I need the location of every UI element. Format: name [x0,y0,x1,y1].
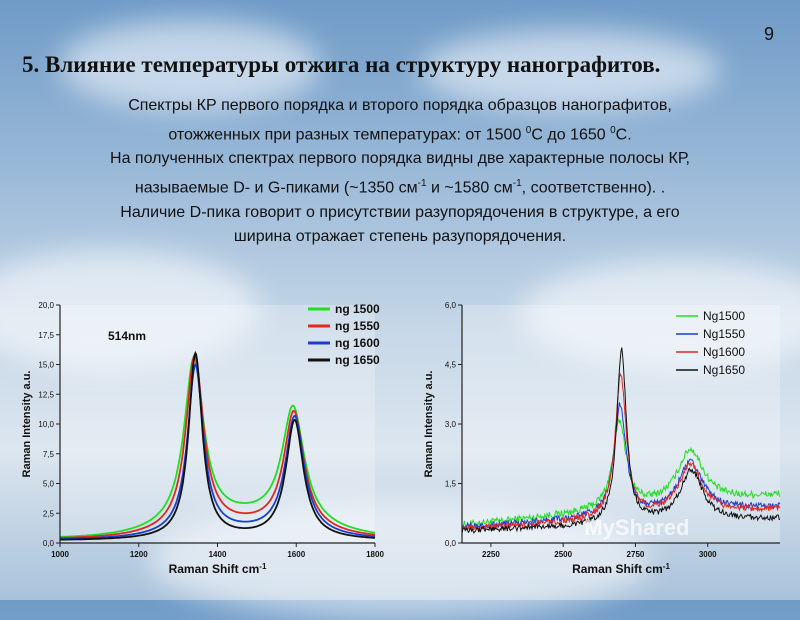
legend-label: Ng1600 [703,345,745,359]
x-tick-label: 1800 [366,550,384,559]
x-axis-label-text: Raman Shift cm [169,562,260,576]
legend-label: Ng1550 [703,327,745,341]
y-tick-label: 7,5 [43,450,55,459]
series-line-ng1500 [461,418,781,529]
series-line-ng-1650 [59,350,376,541]
text-line-5: Наличие D-пика говорит о присутствии раз… [120,203,680,221]
y-axis-label: Raman Intensity a.u. [423,371,435,478]
watermark-text: MyShared [584,515,689,540]
y-tick-label: 1,5 [445,480,457,489]
y-axis-label: Raman Intensity a.u. [21,371,33,478]
x-axis-label-sup: -1 [663,562,671,571]
text-line-3: На полученных спектрах первого порядка в… [110,150,690,168]
slide-number: 9 [763,24,774,44]
text-line-2: отожженных при разных температурах: от 1… [20,119,780,148]
body-text: Спектры КР первого порядка и второго пор… [20,94,780,250]
superscript: 0 [610,124,616,136]
x-tick-label: 1600 [287,550,305,559]
slide-title: 5. Влияние температуры отжига на структу… [22,52,661,77]
x-tick-label: 2250 [482,550,500,559]
background-cloud [60,20,320,110]
background-cloud [0,250,260,370]
legend-label: ng 1500 [335,302,380,316]
text-line-1: Спектры КР первого порядка и второго пор… [128,97,672,114]
superscript: -1 [417,177,427,189]
superscript: 0 [525,124,532,136]
y-tick-label: 6,0 [445,301,457,310]
second-order-raman-chart: 0,0 1,5 3,0 4,5 6,0 2250 2500 2750 3000 Raman Shi… [423,301,781,577]
series-line-ng-1600 [60,363,376,540]
background-cloud [520,260,800,370]
y-tick-label: 0,0 [43,539,55,548]
series-line-ng-1550 [59,353,376,539]
text-fragment: , соответственно). . [521,179,666,197]
x-axis-label: Raman Shift cm-1 [169,562,267,577]
x-tick-label: 1000 [51,550,69,559]
x-tick-label: 1200 [130,550,148,559]
y-tick-label: 20,0 [38,301,54,310]
wavelength-annotation: 514nm [108,329,146,343]
y-tick-label: 10,0 [38,420,54,429]
text-fragment: С. [615,125,632,143]
series-line-ng1650 [461,347,781,534]
legend-label: Ng1500 [703,309,745,323]
text-line-6: ширина отражает степень разупорядочения. [233,228,567,246]
x-tick-label: 1400 [209,550,227,559]
legend-label: Ng1650 [703,363,745,377]
y-tick-label: 12,5 [38,390,54,399]
y-tick-label: 5,0 [43,480,55,489]
x-tick-label: 3000 [699,550,717,559]
legend-label: ng 1600 [335,336,380,350]
text-line-4: называемые D- и G-пиками (~1350 см-1 и ~… [20,172,780,201]
y-tick-label: 15,0 [38,361,54,370]
x-axis-label-text: Raman Shift cm [572,562,663,576]
x-tick-label: 2500 [554,550,572,559]
text-fragment: и ~1580 см [426,179,513,197]
y-tick-label: 17,5 [38,331,54,340]
text-fragment: С до 1650 [531,125,611,143]
background-cloud [420,30,720,110]
legend-label: ng 1550 [335,319,380,333]
x-tick-label: 2750 [627,550,645,559]
series-line-ng1550 [461,402,781,532]
x-axis-label: Raman Shift cm-1 [572,562,670,577]
y-tick-label: 2,5 [43,509,55,518]
series-line-ng-1500 [60,356,376,538]
superscript: -1 [512,177,522,189]
y-tick-label: 4,5 [445,361,457,370]
y-tick-label: 3,0 [445,420,457,429]
text-fragment: называемые D- и G-пиками (~1350 см [134,179,418,197]
text-fragment: отожженных при разных температурах: от 1… [168,125,526,143]
first-order-raman-chart: 0,0 2,5 5,0 7,5 10,0 12,5 15,0 17,5 20,0 1000 1200… [21,301,384,577]
y-tick-label: 0,0 [445,539,457,548]
series-line-ng1600 [461,372,781,532]
legend-label: ng 1650 [335,353,380,367]
x-axis-label-sup: -1 [259,562,267,571]
